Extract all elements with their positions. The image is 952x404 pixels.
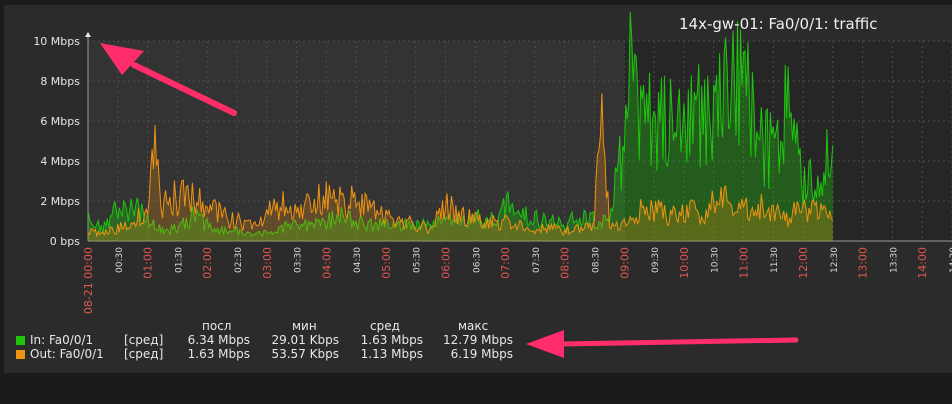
x-tick-label: 00:30 (115, 247, 125, 273)
y-axis-arrowhead (85, 32, 91, 37)
legend-max-in: 12.79 Mbps (442, 333, 513, 347)
graph-panel: 0 bps 2 Mbps 4 Mbps 6 Mbps 8 Mbps 10 Mbps 00:3… (4, 5, 952, 373)
x-tick-label: 09:00 (618, 247, 631, 279)
x-tick-label: 05:00 (380, 247, 393, 279)
series-area-1 (88, 93, 833, 242)
legend-swatch-out (16, 350, 25, 359)
x-tick-label: 03:30 (294, 247, 304, 273)
x-tick-label: 02:00 (201, 247, 214, 279)
legend-agg-out: [сред] (124, 347, 164, 361)
series-line-1 (87, 93, 834, 238)
annotation-arrow-legend-head (526, 330, 564, 358)
traffic-chart: 0 bps 2 Mbps 4 Mbps 6 Mbps 8 Mbps 10 Mbps 00:3… (33, 11, 952, 358)
legend-name-out: Out: Fa0/0/1 (30, 347, 104, 361)
x-tick-label: 06:30 (472, 247, 482, 273)
legend-avg-out: 1.13 Mbps (360, 347, 423, 361)
x-tick-label: 02:30 (234, 247, 244, 273)
x-tick-label: 12:00 (797, 247, 810, 279)
legend-header-last: посл (202, 319, 232, 333)
legend-last-in: 6.34 Mbps (187, 333, 250, 347)
x-tick-label: 14:30 (949, 247, 952, 273)
x-tick-label: 04:00 (320, 247, 333, 279)
legend-header-min: мин (292, 319, 317, 333)
annotation-arrow-legend-shaft (557, 337, 799, 347)
x-tick-label: 01:30 (174, 247, 184, 273)
series-area-0 (88, 11, 833, 242)
annotation-arrow-top-head (100, 43, 144, 75)
x-tick-label: 07:00 (499, 247, 512, 279)
x-tick-label: 07:30 (532, 247, 542, 273)
y-tick-label: 0 bps (50, 235, 80, 248)
x-tick-label: 11:30 (770, 247, 780, 273)
x-start-label: 08-21 00:00 (82, 247, 95, 314)
x-tick-label: 13:00 (857, 247, 870, 279)
y-tick-label: 4 Mbps (40, 155, 80, 168)
x-tick-label: 13:30 (889, 247, 899, 273)
x-tick-label: 12:30 (830, 247, 840, 273)
legend-avg-in: 1.63 Mbps (360, 333, 423, 347)
x-tick-label: 08:00 (559, 247, 572, 279)
x-tick-label: 11:00 (737, 247, 750, 279)
y-tick-label: 2 Mbps (40, 195, 80, 208)
annotation-arrow-top-shaft (131, 62, 237, 116)
legend-min-out: 53.57 Kbps (271, 347, 339, 361)
legend-header-avg: сред (370, 319, 400, 333)
x-tick-label: 04:30 (353, 247, 363, 273)
series-line-0 (87, 11, 834, 238)
x-tick-label: 09:30 (651, 247, 661, 273)
x-tick-label: 06:00 (440, 247, 453, 279)
x-tick-label: 10:30 (711, 247, 721, 273)
y-tick-label: 10 Mbps (33, 35, 80, 48)
x-tick-label: 01:00 (142, 247, 155, 279)
legend-header-max: макс (458, 319, 489, 333)
y-tick-label: 8 Mbps (40, 75, 80, 88)
legend-name-in: In: Fa0/0/1 (30, 333, 94, 347)
legend-max-out: 6.19 Mbps (450, 347, 513, 361)
x-tick-label: 14:00 (916, 247, 929, 279)
legend-last-out: 1.63 Mbps (187, 347, 250, 361)
legend-min-in: 29.01 Kbps (271, 333, 339, 347)
chart-title: 14x-gw-01: Fa0/0/1: traffic (679, 15, 878, 33)
x-tick-label: 08:30 (591, 247, 601, 273)
legend-swatch-in (16, 336, 25, 345)
x-tick-label: 05:30 (413, 247, 423, 273)
y-tick-label: 6 Mbps (40, 115, 80, 128)
x-tick-label: 03:00 (261, 247, 274, 279)
legend-agg-in: [сред] (124, 333, 164, 347)
x-tick-label: 10:00 (678, 247, 691, 279)
